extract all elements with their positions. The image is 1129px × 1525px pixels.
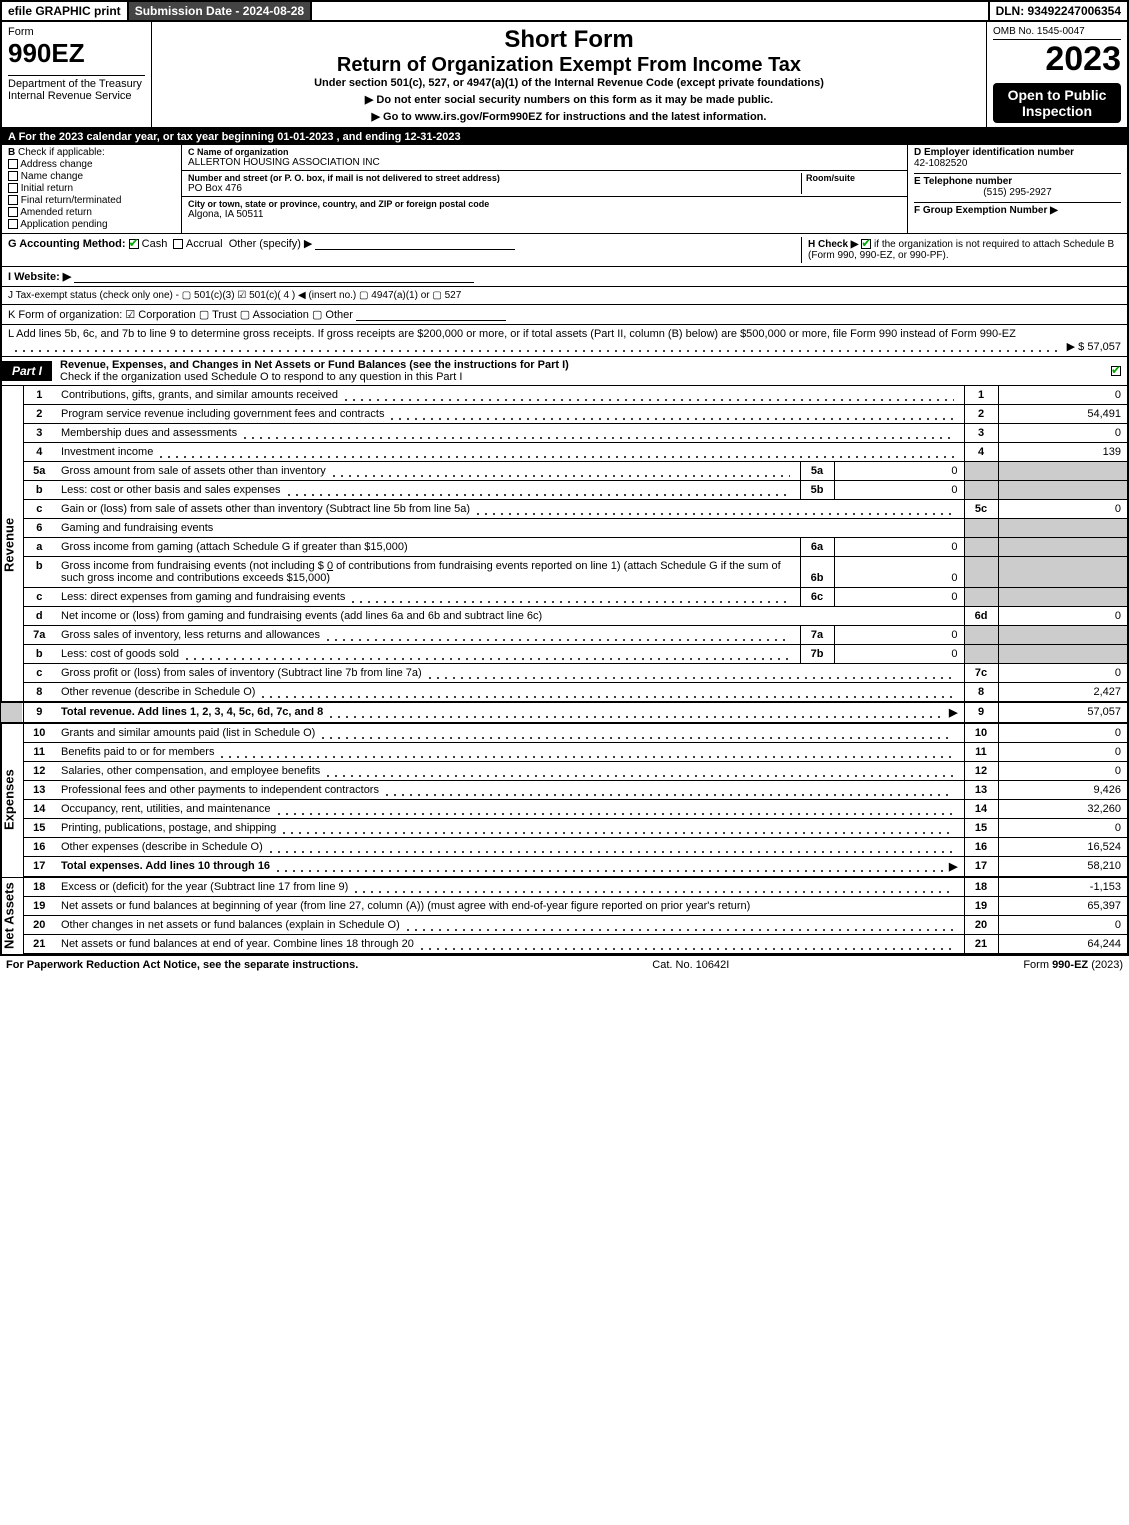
goto-link[interactable]: ▶ Go to www.irs.gov/Form990EZ for instru… (160, 110, 978, 123)
part1-header: Part I Revenue, Expenses, and Changes in… (0, 357, 1129, 386)
omb-number: OMB No. 1545-0047 (993, 26, 1121, 40)
val-17: 58,210 (998, 857, 1128, 878)
val-16: 16,524 (998, 838, 1128, 857)
chk-application-pending[interactable]: Application pending (8, 219, 175, 230)
val-6b-contrib: 0 (327, 560, 333, 572)
val-6b: 0 (834, 557, 964, 588)
page-footer: For Paperwork Reduction Act Notice, see … (0, 955, 1129, 974)
val-12: 0 (998, 762, 1128, 781)
val-21: 64,244 (998, 935, 1128, 955)
val-18: -1,153 (998, 877, 1128, 897)
val-4: 139 (998, 443, 1128, 462)
top-bar: efile GRAPHIC print Submission Date - 20… (0, 0, 1129, 22)
header-center: Short Form Return of Organization Exempt… (152, 22, 987, 127)
website-input[interactable] (74, 271, 474, 283)
footer-mid: Cat. No. 10642I (652, 959, 729, 971)
lines-table: Revenue 1 Contributions, gifts, grants, … (0, 386, 1129, 955)
val-15: 0 (998, 819, 1128, 838)
org-address: PO Box 476 (188, 183, 801, 194)
header-left: Form 990EZ Department of the Treasury In… (2, 22, 152, 127)
vlabel-expenses: Expenses (1, 723, 23, 877)
org-name: ALLERTON HOUSING ASSOCIATION INC (188, 157, 901, 168)
vlabel-netassets: Net Assets (1, 877, 23, 954)
other-org-input[interactable] (356, 309, 506, 321)
dept-treasury: Department of the Treasury (8, 78, 145, 90)
form-label: Form (8, 26, 145, 38)
section-def: D Employer identification number42-10825… (907, 145, 1127, 233)
val-6d: 0 (998, 607, 1128, 626)
val-7c: 0 (998, 664, 1128, 683)
org-city: Algona, IA 50511 (188, 209, 901, 220)
no-ssn-note: ▶ Do not enter social security numbers o… (160, 93, 978, 106)
row-l: L Add lines 5b, 6c, and 7b to line 9 to … (0, 325, 1129, 357)
open-inspection: Open to Public Inspection (993, 83, 1121, 123)
vlabel-revenue: Revenue (1, 386, 23, 702)
val-19: 65,397 (998, 897, 1128, 916)
val-1: 0 (998, 386, 1128, 405)
footer-right: Form 990-EZ (2023) (1023, 959, 1123, 971)
form-header: Form 990EZ Department of the Treasury In… (0, 22, 1129, 129)
form-number: 990EZ (8, 38, 145, 69)
efile-label[interactable]: efile GRAPHIC print (2, 2, 129, 20)
val-11: 0 (998, 743, 1128, 762)
chk-name-change[interactable]: Name change (8, 171, 175, 182)
chk-final-return[interactable]: Final return/terminated (8, 195, 175, 206)
short-form-title: Short Form (160, 26, 978, 54)
chk-accrual[interactable] (173, 239, 183, 249)
chk-amended-return[interactable]: Amended return (8, 207, 175, 218)
group-exemption: F Group Exemption Number ▶ (914, 205, 1058, 216)
row-gh: G Accounting Method: Cash Accrual Other … (0, 234, 1129, 267)
val-5a: 0 (834, 462, 964, 481)
val-2: 54,491 (998, 405, 1128, 424)
chk-cash[interactable] (129, 239, 139, 249)
section-c: C Name of organization ALLERTON HOUSING … (182, 145, 907, 233)
row-j: J Tax-exempt status (check only one) - ▢… (0, 287, 1129, 305)
under-section: Under section 501(c), 527, or 4947(a)(1)… (160, 77, 978, 89)
val-6a: 0 (834, 538, 964, 557)
part1-tag: Part I (2, 361, 52, 381)
val-10: 0 (998, 723, 1128, 743)
ein: 42-1082520 (914, 158, 967, 169)
tax-year: 2023 (993, 40, 1121, 79)
val-14: 32,260 (998, 800, 1128, 819)
chk-address-change[interactable]: Address change (8, 159, 175, 170)
submission-date: Submission Date - 2024-08-28 (129, 2, 312, 20)
val-9: 57,057 (998, 702, 1128, 723)
gross-receipts: ▶ $ 57,057 (1067, 340, 1121, 353)
chk-initial-return[interactable]: Initial return (8, 183, 175, 194)
val-5c: 0 (998, 500, 1128, 519)
section-bcdef: B Check if applicable: Address change Na… (0, 145, 1129, 234)
chk-schedule-o[interactable] (1111, 366, 1121, 376)
chk-schedule-b[interactable] (861, 239, 871, 249)
line-a: A For the 2023 calendar year, or tax yea… (0, 129, 1129, 145)
main-title: Return of Organization Exempt From Incom… (160, 54, 978, 77)
header-right: OMB No. 1545-0047 2023 Open to Public In… (987, 22, 1127, 127)
val-13: 9,426 (998, 781, 1128, 800)
row-i: I Website: ▶ (0, 267, 1129, 287)
telephone: (515) 295-2927 (914, 187, 1121, 198)
val-3: 0 (998, 424, 1128, 443)
val-8: 2,427 (998, 683, 1128, 703)
section-b: B Check if applicable: Address change Na… (2, 145, 182, 233)
dept-irs: Internal Revenue Service (8, 90, 145, 102)
other-method-input[interactable] (315, 238, 515, 250)
val-6c: 0 (834, 588, 964, 607)
val-20: 0 (998, 916, 1128, 935)
val-7b: 0 (834, 645, 964, 664)
row-k: K Form of organization: ☑ Corporation ▢ … (0, 305, 1129, 325)
val-5b: 0 (834, 481, 964, 500)
val-7a: 0 (834, 626, 964, 645)
footer-left: For Paperwork Reduction Act Notice, see … (6, 959, 358, 971)
dln-label: DLN: 93492247006354 (990, 2, 1127, 20)
